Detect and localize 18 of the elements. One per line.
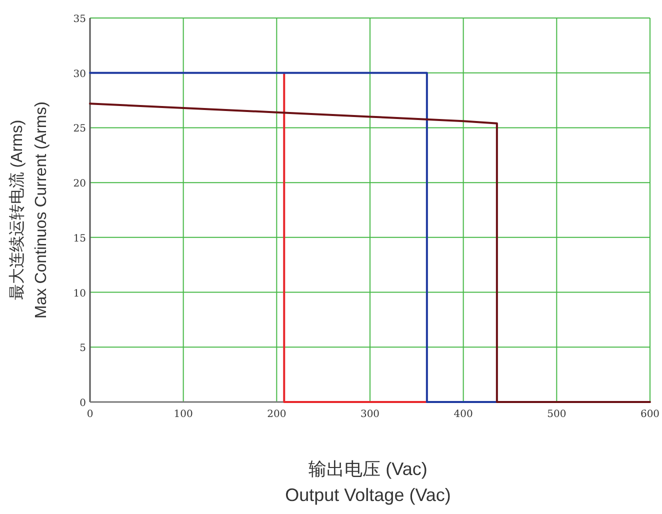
line-series — [89, 102, 651, 403]
y-tick-label: 10 — [73, 288, 86, 300]
x-tick-label: 400 — [454, 409, 473, 420]
x-tick-label: 0 — [86, 409, 94, 420]
y-tick-label: 20 — [73, 178, 86, 190]
y-tick-label: 0 — [80, 398, 86, 409]
x-tick-label: 200 — [267, 409, 286, 420]
x-axis-title: 输出电压 (Vac) Output Voltage (Vac) — [285, 459, 451, 505]
y-tick-label: 25 — [73, 124, 86, 135]
x-tick-label: 100 — [174, 409, 193, 420]
x-tick-label: 500 — [547, 409, 566, 420]
y-tick-label: 5 — [80, 343, 86, 354]
y-tick-label: 30 — [73, 68, 86, 80]
y-tick-label: 35 — [73, 14, 86, 25]
x-tick-label: 600 — [640, 409, 660, 420]
y-tick-label: 15 — [73, 233, 86, 244]
y-axis-title: 最大连续运转电流 (Arms) Max Continuos Current (Arms) — [8, 102, 50, 318]
x-tick-label: 300 — [360, 409, 380, 420]
